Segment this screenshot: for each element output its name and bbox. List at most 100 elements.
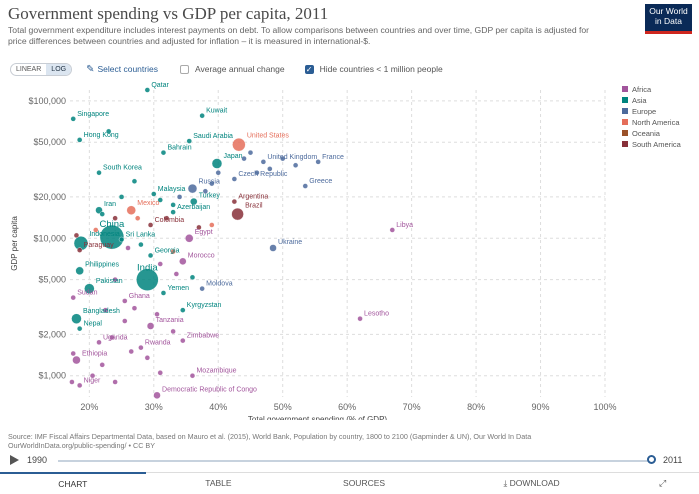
point-label: Japan [223, 153, 242, 160]
point-label: Greece [309, 178, 332, 185]
chart-controls: LINEAR LOG ✎ Select countries Average an… [10, 61, 463, 77]
avg-change-label: Average annual change [194, 64, 285, 74]
linear-scale-button[interactable]: LINEAR [16, 65, 42, 73]
point-label: South Korea [103, 165, 142, 172]
point-label: Niger [84, 377, 101, 384]
data-point [179, 257, 187, 266]
data-point [357, 315, 363, 322]
data-point [170, 328, 176, 335]
point-label: France [322, 154, 344, 161]
data-point [122, 298, 128, 304]
legend-swatch [622, 130, 628, 136]
scale-toggle[interactable]: LINEAR LOG [10, 62, 73, 76]
data-point [254, 170, 260, 176]
data-point [154, 311, 160, 317]
data-point [157, 370, 163, 376]
x-axis-label: Total government spending (% of GDP) [248, 415, 388, 420]
data-point [260, 159, 267, 165]
scatter-chart: $1,000 $2,000 $5,000 $10,000 $20,000 $50,000 $… [10, 82, 682, 420]
data-point [112, 215, 118, 221]
y-tick-label: $50,000 [33, 137, 66, 147]
y-tick-label: $10,000 [33, 233, 66, 243]
data-point [209, 222, 215, 228]
data-point [180, 307, 186, 313]
timeline-handle[interactable] [647, 455, 656, 464]
avg-change-checkbox[interactable]: Average annual change [179, 64, 285, 74]
data-point [157, 197, 163, 203]
data-point [84, 283, 95, 294]
data-point [199, 285, 205, 292]
x-tick-label: 70% [403, 402, 421, 412]
x-tick-label: 80% [467, 402, 485, 412]
download-icon: ⤓ [503, 478, 510, 488]
x-tick-label: 100% [593, 402, 616, 412]
data-point [173, 271, 180, 277]
data-point [151, 191, 157, 197]
owid-logo[interactable]: Our World in Data [645, 4, 692, 34]
legend-label: South America [632, 140, 682, 149]
x-tick-label: 20% [80, 402, 98, 412]
expand-icon[interactable]: ⤢ [658, 478, 667, 488]
legend-label: Oceania [632, 129, 661, 138]
point-label: Kyrgyzstan [187, 302, 222, 309]
data-point [70, 116, 76, 122]
legend-label: Africa [632, 85, 652, 94]
y-tick-label: $100,000 [28, 96, 66, 106]
legend-swatch [622, 97, 628, 103]
legend-swatch [622, 108, 628, 114]
tab-sources[interactable]: SOURCES [343, 478, 386, 488]
play-icon[interactable] [10, 455, 19, 465]
data-point [69, 379, 75, 385]
data-point [93, 227, 99, 233]
tab-chart[interactable]: CHART [0, 472, 146, 494]
tab-download-label: DOWNLOAD [509, 478, 560, 488]
legend-swatch [622, 119, 628, 125]
point-label: Democratic Republic of Congo [162, 386, 257, 393]
data-point [231, 198, 238, 205]
timeline-start-label: 1990 [27, 455, 48, 465]
data-point [70, 350, 76, 357]
logo-line1: Our World [649, 6, 688, 16]
timeline-end-label: 2011 [663, 455, 683, 465]
point-label: Azerbaijan [177, 204, 210, 211]
tab-download[interactable]: ⤓ DOWNLOAD [437, 473, 626, 494]
hide-small-checkbox[interactable]: ✓ Hide countries < 1 million people [304, 64, 443, 74]
data-point [99, 211, 105, 217]
legend-swatch [622, 141, 628, 147]
point-label: Moldova [206, 281, 233, 288]
data-point [105, 128, 112, 135]
legend-label: Europe [632, 107, 656, 116]
point-label: Libya [396, 222, 413, 229]
data-point [232, 137, 246, 152]
data-point [153, 391, 161, 400]
log-scale-button[interactable]: LOG [46, 63, 72, 75]
point-label: Nepal [84, 321, 103, 328]
data-point [163, 215, 170, 221]
x-tick-label: 90% [532, 402, 550, 412]
point-label: Indonesia [89, 231, 119, 238]
x-tick-label: 50% [274, 402, 292, 412]
data-point [147, 252, 154, 259]
point-label: Tanzania [156, 317, 184, 324]
legend-label: North America [632, 118, 680, 127]
data-point [131, 178, 138, 184]
data-point [131, 305, 138, 311]
point-label: Hong Kong [84, 132, 119, 139]
data-point [189, 274, 196, 281]
checkbox-unchecked-icon [179, 64, 189, 74]
data-point [72, 355, 81, 365]
point-label: Turkey [199, 193, 221, 200]
tab-table[interactable]: TABLE [205, 478, 232, 488]
data-point [196, 224, 202, 231]
timeline-track[interactable] [58, 460, 653, 462]
select-countries-button[interactable]: ✎ Select countries [86, 64, 158, 75]
data-point [241, 155, 247, 162]
y-tick-label: $2,000 [38, 329, 66, 339]
point-label: Uganda [103, 334, 128, 341]
data-point [138, 344, 144, 351]
data-point [267, 166, 273, 172]
point-label: Ethiopia [82, 351, 107, 358]
chart-title: Government spending vs GDP per capita, 2… [8, 4, 329, 23]
data-point [315, 159, 321, 165]
point-label: Bahrain [167, 145, 191, 152]
